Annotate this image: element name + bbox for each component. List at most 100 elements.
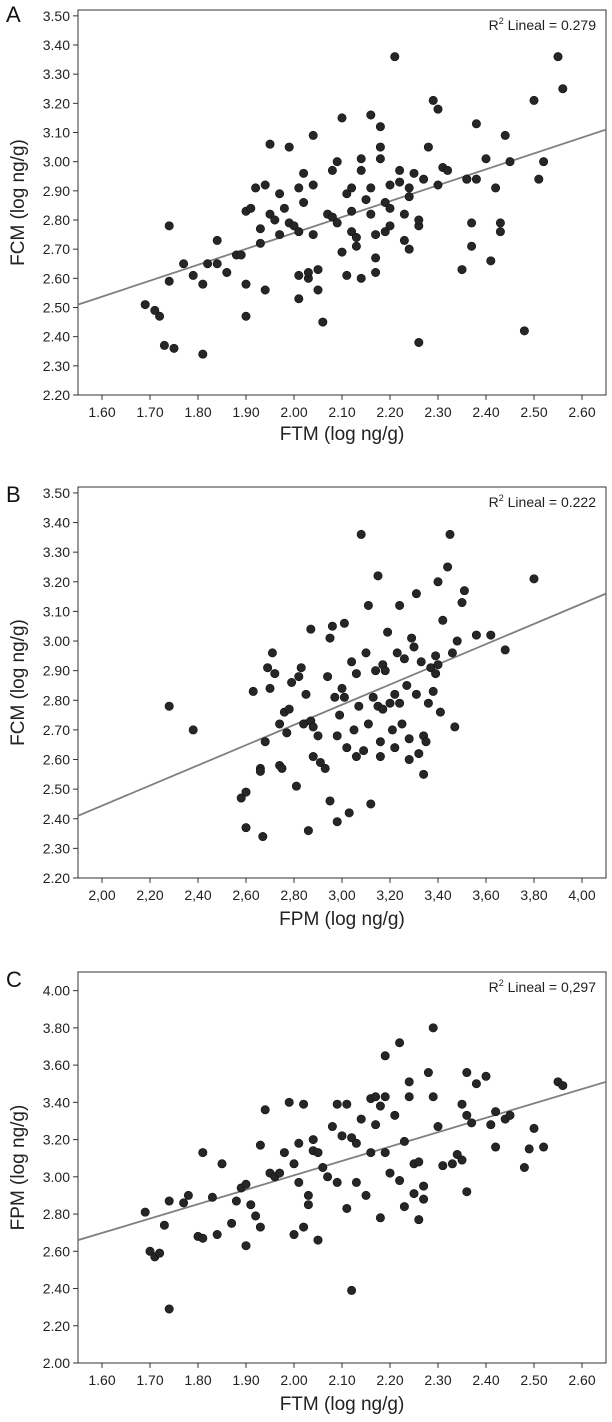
data-point <box>299 198 309 208</box>
y-tick-label: 2.20 <box>43 387 70 403</box>
x-tick-label: 2.10 <box>328 1372 355 1388</box>
x-tick-label: 2.20 <box>376 404 403 420</box>
data-point <box>294 294 304 304</box>
data-point <box>351 1177 361 1187</box>
data-point <box>327 621 337 631</box>
x-tick-label: 1.80 <box>184 404 211 420</box>
data-point <box>462 174 472 184</box>
data-point <box>457 1099 467 1109</box>
y-tick-label: 2.00 <box>43 1355 70 1371</box>
data-point <box>524 1144 534 1154</box>
data-point <box>471 1079 481 1089</box>
data-point <box>457 265 467 275</box>
data-point <box>375 142 385 152</box>
y-tick-label: 3.00 <box>43 1169 70 1185</box>
data-point <box>198 1148 208 1158</box>
data-point <box>308 722 318 732</box>
data-point <box>270 669 280 679</box>
x-tick-label: 3,00 <box>328 887 355 903</box>
data-point <box>179 259 189 269</box>
y-tick-label: 3.00 <box>43 154 70 170</box>
data-point <box>332 218 342 228</box>
y-tick-label: 3.20 <box>43 95 70 111</box>
data-point <box>404 734 414 744</box>
data-point <box>467 218 477 228</box>
data-point <box>337 247 347 257</box>
r2-label: R2 Lineal = 0.222 <box>489 493 597 510</box>
data-point <box>227 1218 237 1228</box>
data-point <box>342 1203 352 1213</box>
data-point <box>325 633 335 643</box>
data-point <box>423 698 433 708</box>
data-point <box>467 1118 477 1128</box>
data-point <box>282 728 292 738</box>
y-tick-label: 2.60 <box>43 752 70 768</box>
data-point <box>275 230 285 240</box>
scatter-points <box>164 529 539 842</box>
x-tick-label: 2.50 <box>520 1372 547 1388</box>
plot-frame <box>77 971 607 1364</box>
data-point <box>294 1177 304 1187</box>
data-point <box>529 1123 539 1133</box>
fit-line <box>78 1080 606 1241</box>
data-point <box>519 1163 529 1173</box>
data-point <box>323 672 333 682</box>
data-point <box>330 692 340 702</box>
y-tick-label: 2.90 <box>43 663 70 679</box>
y-tick-label: 2.80 <box>43 212 70 228</box>
data-point <box>414 749 424 759</box>
data-point <box>375 1101 385 1111</box>
data-point <box>395 698 405 708</box>
data-point <box>351 669 361 679</box>
data-point <box>457 598 467 608</box>
data-point <box>366 110 376 120</box>
y-tick-label: 2.80 <box>43 1206 70 1222</box>
data-point <box>313 285 323 295</box>
data-point <box>519 326 529 336</box>
x-tick-label: 2,00 <box>88 887 115 903</box>
data-point <box>303 1200 313 1210</box>
data-point <box>347 183 357 193</box>
data-point <box>164 276 174 286</box>
chart-panel-b: B 2.20 2.30 2.40 2.50 2.60 2.70 2.80 2.90 3.00 3.1… <box>6 482 607 930</box>
x-tick-label: 2,20 <box>136 887 163 903</box>
data-point <box>495 227 505 237</box>
data-point <box>433 104 443 114</box>
data-point <box>404 1077 414 1087</box>
data-point <box>361 1190 371 1200</box>
y-tick-label: 3.10 <box>43 603 70 619</box>
data-point <box>380 1148 390 1158</box>
data-point <box>327 212 337 222</box>
data-point <box>385 221 395 231</box>
y-tick-label: 3.30 <box>43 66 70 82</box>
data-point <box>368 692 378 702</box>
x-tick-label: 1.70 <box>136 1372 163 1388</box>
data-point <box>366 1148 376 1158</box>
data-point <box>419 1194 429 1204</box>
y-axis-label: FCM (log ng/g) <box>8 619 29 746</box>
data-point <box>241 787 251 797</box>
data-point <box>371 230 381 240</box>
data-point <box>299 1222 309 1232</box>
data-point <box>169 343 179 353</box>
data-point <box>385 1168 395 1178</box>
data-point <box>351 233 361 243</box>
data-point <box>332 1099 342 1109</box>
data-point <box>539 1142 549 1152</box>
x-axis-label: FTM (log ng/g) <box>280 424 405 445</box>
data-point <box>404 183 414 193</box>
data-point <box>277 763 287 773</box>
data-point <box>366 183 376 193</box>
data-point <box>491 183 501 193</box>
data-point <box>332 1177 342 1187</box>
data-point <box>385 203 395 213</box>
data-point <box>155 1248 165 1258</box>
data-point <box>164 701 174 711</box>
scatter-points <box>140 1023 568 1314</box>
data-point <box>313 731 323 741</box>
data-point <box>275 189 285 199</box>
data-point <box>407 633 417 643</box>
data-point <box>447 1159 457 1169</box>
